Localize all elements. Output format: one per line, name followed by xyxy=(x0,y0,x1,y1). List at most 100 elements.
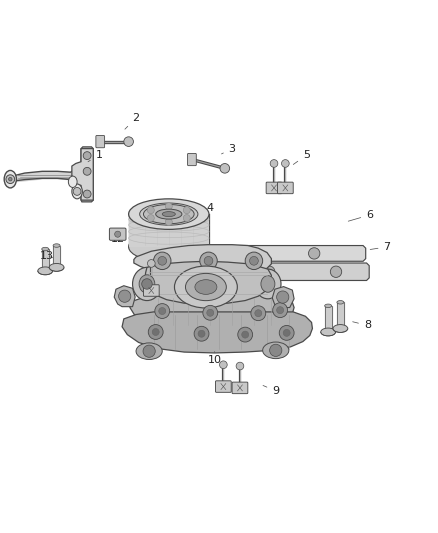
Text: 9: 9 xyxy=(263,385,279,396)
Polygon shape xyxy=(130,295,294,328)
Circle shape xyxy=(238,327,253,342)
Circle shape xyxy=(147,215,154,222)
Polygon shape xyxy=(251,263,369,280)
Circle shape xyxy=(83,190,91,198)
Circle shape xyxy=(245,252,263,270)
Circle shape xyxy=(73,188,81,195)
Ellipse shape xyxy=(333,325,348,333)
Circle shape xyxy=(207,309,214,316)
Circle shape xyxy=(204,256,213,265)
Ellipse shape xyxy=(136,343,162,359)
Ellipse shape xyxy=(129,199,209,229)
FancyBboxPatch shape xyxy=(278,182,293,193)
Circle shape xyxy=(183,207,190,214)
Circle shape xyxy=(277,291,289,303)
Circle shape xyxy=(155,304,170,318)
Text: 10: 10 xyxy=(208,352,222,365)
Circle shape xyxy=(142,279,152,289)
Circle shape xyxy=(152,328,159,335)
Circle shape xyxy=(148,260,155,267)
Circle shape xyxy=(194,326,209,341)
Ellipse shape xyxy=(255,269,281,299)
Circle shape xyxy=(200,252,217,270)
Ellipse shape xyxy=(195,280,217,294)
Text: 13: 13 xyxy=(39,251,53,261)
Ellipse shape xyxy=(144,205,194,224)
Polygon shape xyxy=(72,149,93,200)
FancyBboxPatch shape xyxy=(232,382,248,394)
Circle shape xyxy=(153,252,171,270)
Circle shape xyxy=(236,362,244,370)
Ellipse shape xyxy=(337,301,344,304)
Text: 11: 11 xyxy=(153,286,167,295)
Text: 7: 7 xyxy=(370,242,391,252)
Ellipse shape xyxy=(321,328,336,336)
Circle shape xyxy=(250,256,258,265)
FancyBboxPatch shape xyxy=(144,285,159,296)
Text: 8: 8 xyxy=(353,320,371,330)
Ellipse shape xyxy=(185,273,226,301)
Ellipse shape xyxy=(38,267,53,275)
FancyBboxPatch shape xyxy=(215,381,231,392)
Circle shape xyxy=(279,326,294,340)
Text: 6: 6 xyxy=(348,210,373,221)
Circle shape xyxy=(270,344,282,357)
Ellipse shape xyxy=(155,209,182,219)
Circle shape xyxy=(115,231,121,237)
Circle shape xyxy=(264,266,275,277)
Circle shape xyxy=(330,266,342,277)
Ellipse shape xyxy=(42,247,49,251)
FancyBboxPatch shape xyxy=(110,228,126,240)
Circle shape xyxy=(277,306,284,313)
Circle shape xyxy=(165,203,172,209)
Ellipse shape xyxy=(261,276,275,292)
Circle shape xyxy=(159,308,166,314)
Circle shape xyxy=(255,310,262,317)
Polygon shape xyxy=(134,245,272,277)
Circle shape xyxy=(83,152,91,159)
Ellipse shape xyxy=(129,232,209,262)
Ellipse shape xyxy=(49,263,64,271)
Ellipse shape xyxy=(72,184,82,199)
Text: 3: 3 xyxy=(222,143,236,154)
Ellipse shape xyxy=(174,266,237,308)
Circle shape xyxy=(183,215,190,222)
Circle shape xyxy=(251,306,266,321)
Circle shape xyxy=(143,345,155,357)
Polygon shape xyxy=(272,287,294,308)
Polygon shape xyxy=(129,214,209,247)
Circle shape xyxy=(270,159,278,167)
Circle shape xyxy=(219,361,227,369)
Circle shape xyxy=(158,256,166,265)
Ellipse shape xyxy=(263,342,289,359)
Ellipse shape xyxy=(133,268,161,301)
Circle shape xyxy=(308,248,320,259)
Ellipse shape xyxy=(4,171,16,188)
Ellipse shape xyxy=(139,275,155,293)
Circle shape xyxy=(273,303,288,318)
Circle shape xyxy=(119,290,131,302)
Ellipse shape xyxy=(325,304,332,308)
Circle shape xyxy=(6,175,14,183)
Circle shape xyxy=(83,167,91,175)
Polygon shape xyxy=(122,312,312,353)
Text: 12: 12 xyxy=(111,234,125,244)
Text: 4: 4 xyxy=(199,203,214,213)
Polygon shape xyxy=(236,246,366,261)
Text: 5: 5 xyxy=(293,150,310,165)
FancyBboxPatch shape xyxy=(266,182,282,193)
Polygon shape xyxy=(145,261,272,304)
Polygon shape xyxy=(81,147,93,202)
Circle shape xyxy=(283,329,290,336)
FancyBboxPatch shape xyxy=(96,135,105,148)
Circle shape xyxy=(242,331,249,338)
Circle shape xyxy=(282,159,289,167)
Circle shape xyxy=(147,207,154,214)
Ellipse shape xyxy=(68,176,77,188)
Circle shape xyxy=(148,325,163,340)
Ellipse shape xyxy=(53,244,60,247)
Circle shape xyxy=(203,305,218,320)
Ellipse shape xyxy=(140,203,198,225)
Circle shape xyxy=(124,137,134,147)
FancyBboxPatch shape xyxy=(187,154,196,166)
